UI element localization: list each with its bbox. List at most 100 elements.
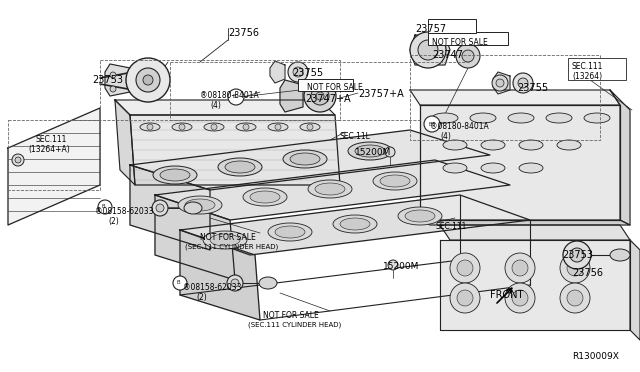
Ellipse shape: [275, 226, 305, 238]
Circle shape: [15, 157, 21, 163]
Circle shape: [143, 75, 153, 85]
Ellipse shape: [259, 277, 277, 289]
Circle shape: [179, 124, 185, 130]
Polygon shape: [115, 100, 135, 185]
Polygon shape: [270, 61, 285, 83]
Text: 23756: 23756: [572, 268, 603, 278]
Circle shape: [512, 260, 528, 276]
Circle shape: [492, 75, 508, 91]
Circle shape: [457, 260, 473, 276]
Circle shape: [275, 124, 281, 130]
Circle shape: [136, 68, 160, 92]
Text: NOT FOR SALE: NOT FOR SALE: [263, 311, 319, 320]
Ellipse shape: [432, 113, 458, 123]
Text: SEC.111: SEC.111: [572, 62, 604, 71]
Ellipse shape: [268, 223, 312, 241]
Circle shape: [505, 253, 535, 283]
Circle shape: [450, 253, 480, 283]
Polygon shape: [280, 80, 303, 112]
Ellipse shape: [204, 123, 224, 131]
Circle shape: [512, 290, 528, 306]
Text: NOT FOR SALE: NOT FOR SALE: [432, 38, 488, 47]
Polygon shape: [105, 64, 130, 96]
Text: ®08158-62033: ®08158-62033: [183, 283, 241, 292]
Circle shape: [388, 260, 398, 270]
Circle shape: [152, 200, 168, 216]
Ellipse shape: [268, 123, 288, 131]
Circle shape: [567, 260, 583, 276]
Ellipse shape: [210, 234, 240, 246]
Ellipse shape: [225, 161, 255, 173]
Ellipse shape: [153, 166, 197, 184]
Bar: [428, 19, 476, 33]
Text: NOT FOR SALE: NOT FOR SALE: [200, 233, 256, 242]
Circle shape: [560, 283, 590, 313]
Circle shape: [496, 79, 504, 87]
Text: SEC.111: SEC.111: [435, 222, 467, 231]
Circle shape: [110, 72, 116, 78]
Text: (4): (4): [440, 132, 451, 141]
Ellipse shape: [443, 140, 467, 150]
Polygon shape: [410, 90, 620, 105]
Text: (13264): (13264): [572, 72, 602, 81]
Circle shape: [211, 124, 217, 130]
Polygon shape: [410, 35, 450, 65]
Circle shape: [505, 283, 535, 313]
Polygon shape: [610, 90, 630, 225]
Text: 23747: 23747: [432, 50, 463, 60]
Ellipse shape: [283, 150, 327, 168]
Ellipse shape: [508, 113, 534, 123]
Text: B: B: [428, 122, 432, 126]
Ellipse shape: [519, 163, 543, 173]
Text: B: B: [232, 94, 236, 99]
Circle shape: [126, 58, 170, 102]
Text: NOT FOR SALE: NOT FOR SALE: [307, 83, 363, 92]
Circle shape: [12, 154, 24, 166]
Text: ®08180-8401A: ®08180-8401A: [200, 91, 259, 100]
Circle shape: [385, 147, 395, 157]
Circle shape: [450, 283, 480, 313]
Text: FRONT: FRONT: [490, 290, 524, 300]
Ellipse shape: [481, 163, 505, 173]
Circle shape: [307, 124, 313, 130]
Circle shape: [456, 44, 480, 68]
Circle shape: [147, 124, 153, 130]
Polygon shape: [420, 220, 630, 225]
Polygon shape: [130, 130, 490, 190]
Circle shape: [457, 290, 473, 306]
Polygon shape: [180, 230, 260, 320]
Circle shape: [560, 253, 590, 283]
Text: 23753: 23753: [562, 250, 593, 260]
Circle shape: [410, 32, 446, 68]
Polygon shape: [130, 115, 340, 185]
Ellipse shape: [373, 172, 417, 190]
Circle shape: [227, 275, 243, 291]
Ellipse shape: [333, 215, 377, 233]
Polygon shape: [8, 108, 100, 225]
Ellipse shape: [584, 113, 610, 123]
Ellipse shape: [443, 163, 467, 173]
Circle shape: [156, 204, 164, 212]
Polygon shape: [493, 72, 510, 94]
Ellipse shape: [610, 249, 630, 261]
Text: 15200M: 15200M: [355, 148, 392, 157]
Text: 23757: 23757: [415, 24, 446, 34]
Circle shape: [311, 87, 329, 105]
Circle shape: [173, 276, 187, 290]
Ellipse shape: [243, 188, 287, 206]
Text: SEC.111: SEC.111: [35, 135, 67, 144]
Text: R130009X: R130009X: [572, 352, 619, 361]
Ellipse shape: [519, 140, 543, 150]
Text: 23757+A: 23757+A: [358, 89, 404, 99]
Text: ®08180-8401A: ®08180-8401A: [430, 122, 489, 131]
Ellipse shape: [178, 196, 222, 214]
Text: (SEC.111 CYLINDER HEAD): (SEC.111 CYLINDER HEAD): [248, 321, 341, 327]
Ellipse shape: [481, 140, 505, 150]
Circle shape: [518, 78, 528, 88]
Polygon shape: [130, 165, 210, 250]
Text: 15200M: 15200M: [383, 262, 419, 271]
Text: B: B: [176, 280, 180, 285]
Circle shape: [462, 50, 474, 62]
Text: 23756: 23756: [228, 28, 259, 38]
Bar: [568, 58, 626, 80]
